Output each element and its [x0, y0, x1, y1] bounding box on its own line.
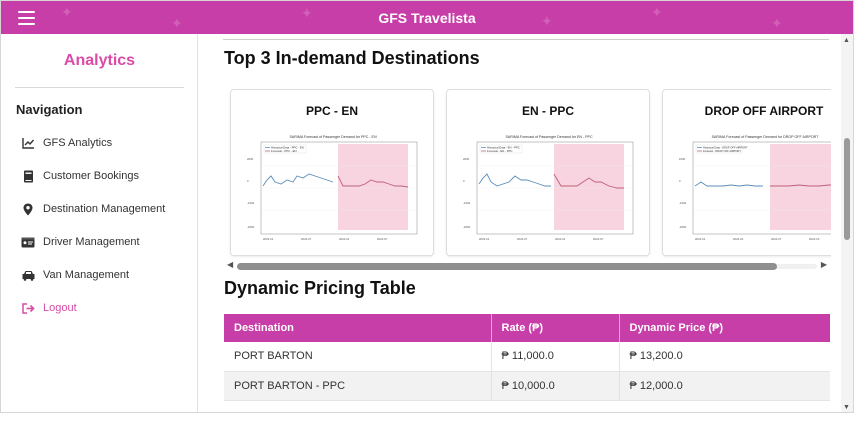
svg-text:2024-07: 2024-07 [593, 237, 604, 241]
destinations-heading: Top 3 In-demand Destinations [224, 48, 480, 68]
table-row: PORT BARTON ₱ 11,000.0 ₱ 13,200.0 [224, 342, 830, 372]
sidebar-item-gfs-analytics[interactable]: GFS Analytics [21, 132, 112, 154]
svg-text:2023-01: 2023-01 [479, 237, 490, 241]
forecast-chart-image: SARIMA Forecast of Passenger Demand for … [679, 135, 831, 241]
svg-text:0: 0 [679, 179, 681, 183]
destination-card[interactable]: EN - PPC SARIMA Forecast of Passenger De… [446, 89, 650, 256]
scrollbar-thumb[interactable] [237, 263, 777, 270]
legend-forecast-label: Forecast - EN - PPC [487, 149, 513, 153]
sidebar-item-label: Logout [43, 302, 77, 314]
sidebar-item-label: Van Management [43, 269, 130, 281]
legend-historical-label: Historical Data - DROP OFF AIRPORT [703, 146, 748, 150]
pricing-table: Destination Rate (₱) Dynamic Price (₱) P… [224, 314, 830, 401]
id-card-icon [21, 235, 35, 249]
page-vertical-scrollbar[interactable]: ▲ ▼ [841, 34, 853, 412]
sidebar-item-label: GFS Analytics [43, 137, 113, 149]
sidebar-item-logout[interactable]: Logout [21, 297, 77, 319]
column-header-rate[interactable]: Rate (₱) [491, 314, 620, 342]
destination-cards-carousel: PPC - EN SARIMA Forecast of Passenger De… [223, 87, 831, 259]
cell-destination: PORT BARTON [224, 342, 492, 372]
sidebar: Analytics Navigation GFS Analytics Custo… [1, 34, 198, 412]
svg-text:2023-01: 2023-01 [263, 237, 274, 241]
cards-horizontal-scrollbar[interactable]: ◀ ▶ [223, 260, 831, 272]
svg-text:2024-01: 2024-01 [555, 237, 566, 241]
hamburger-menu-icon[interactable] [18, 11, 35, 25]
forecast-chart-image: SARIMA Forecast of Passenger Demand for … [247, 135, 418, 241]
sidebar-item-label: Destination Management [43, 203, 166, 215]
scroll-right-arrow-icon[interactable]: ▶ [820, 260, 827, 269]
sidebar-item-destination-management[interactable]: Destination Management [21, 198, 165, 220]
app-title: GFS Travelista [378, 10, 476, 26]
legend-historical-label: Historical Data - EN - PPC [487, 146, 520, 150]
forecast-chart-title: SARIMA Forecast of Passenger Demand for … [505, 135, 592, 139]
svg-text:2023-07: 2023-07 [517, 237, 528, 241]
svg-text:2023-07: 2023-07 [301, 237, 312, 241]
column-header-destination[interactable]: Destination [224, 314, 492, 342]
sidebar-item-label: Driver Management [43, 236, 140, 248]
cell-dynamic-price: ₱ 13,200.0 [619, 342, 830, 372]
svg-text:2000: 2000 [463, 157, 470, 161]
svg-text:2024-07: 2024-07 [771, 237, 782, 241]
legend-historical-label: Historical Data - PPC - EN [271, 146, 304, 150]
scroll-down-arrow-icon[interactable]: ▼ [843, 404, 850, 411]
sidebar-item-label: Customer Bookings [43, 170, 139, 182]
svg-text:2000: 2000 [247, 157, 254, 161]
destination-card[interactable]: PPC - EN SARIMA Forecast of Passenger De… [230, 89, 434, 256]
sidebar-item-van-management[interactable]: Van Management [21, 264, 129, 286]
sidebar-item-driver-management[interactable]: Driver Management [21, 231, 140, 253]
legend-forecast-label: Forecast - DROP OFF AIRPORT [703, 149, 741, 153]
chart-line-icon [21, 136, 35, 150]
forecast-chart-title: SARIMA Forecast of Passenger Demand for … [289, 135, 376, 139]
svg-text:1000: 1000 [679, 157, 686, 161]
forecast-chart-title: SARIMA Forecast of Passenger Demand for … [712, 135, 820, 139]
main-content: Top 3 In-demand Destinations PPC - EN SA… [199, 34, 841, 412]
svg-text:0: 0 [247, 179, 249, 183]
svg-text:-1000: -1000 [247, 201, 255, 205]
cell-rate: ₱ 10,000.0 [491, 371, 620, 401]
svg-text:-1000: -1000 [463, 201, 471, 205]
book-icon [21, 169, 35, 183]
pricing-heading: Dynamic Pricing Table [224, 278, 416, 298]
destination-card[interactable]: DROP OFF AIRPORT SARIMA Forecast of Pass… [662, 89, 831, 256]
scroll-left-arrow-icon[interactable]: ◀ [227, 260, 234, 269]
svg-text:-2000: -2000 [247, 225, 255, 229]
top-app-bar: ✦ ✦ ✦ ✦ ✦ ✦ GFS Travelista [1, 1, 853, 34]
table-header-row: Destination Rate (₱) Dynamic Price (₱) [224, 314, 830, 342]
svg-text:2024-10: 2024-10 [809, 237, 820, 241]
nav-heading: Navigation [16, 102, 83, 117]
app-window: ✦ ✦ ✦ ✦ ✦ ✦ GFS Travelista Analytics Nav… [0, 0, 854, 413]
sidebar-title: Analytics [63, 52, 136, 69]
svg-text:0: 0 [463, 179, 465, 183]
map-pin-icon [21, 202, 35, 216]
svg-text:-2000: -2000 [679, 225, 687, 229]
svg-text:-2000: -2000 [463, 225, 471, 229]
sidebar-divider [15, 87, 184, 88]
forecast-chart-image: SARIMA Forecast of Passenger Demand for … [463, 135, 634, 241]
section-divider [223, 39, 829, 40]
legend-forecast-label: Forecast - PPC - EN [271, 149, 297, 153]
sidebar-item-customer-bookings[interactable]: Customer Bookings [21, 165, 139, 187]
column-header-dynamic-price[interactable]: Dynamic Price (₱) [619, 314, 830, 342]
table-row: PORT BARTON - PPC ₱ 10,000.0 ₱ 12,000.0 [224, 371, 830, 401]
car-icon [21, 268, 35, 282]
cell-rate: ₱ 11,000.0 [491, 342, 620, 372]
svg-text:-1000: -1000 [679, 201, 687, 205]
cell-destination: PORT BARTON - PPC [224, 371, 492, 401]
svg-text:2024-01: 2024-01 [695, 237, 706, 241]
svg-text:2024-07: 2024-07 [377, 237, 388, 241]
scrollbar-thumb[interactable] [844, 138, 850, 240]
svg-text:2024-04: 2024-04 [733, 237, 744, 241]
logout-icon [21, 301, 35, 315]
cell-dynamic-price: ₱ 12,000.0 [619, 371, 830, 401]
svg-text:2024-01: 2024-01 [339, 237, 350, 241]
destination-card-title: PPC - EN [305, 104, 358, 118]
scroll-up-arrow-icon[interactable]: ▲ [843, 37, 850, 44]
destination-card-title: DROP OFF AIRPORT [704, 104, 824, 118]
destination-card-title: EN - PPC [521, 104, 574, 118]
